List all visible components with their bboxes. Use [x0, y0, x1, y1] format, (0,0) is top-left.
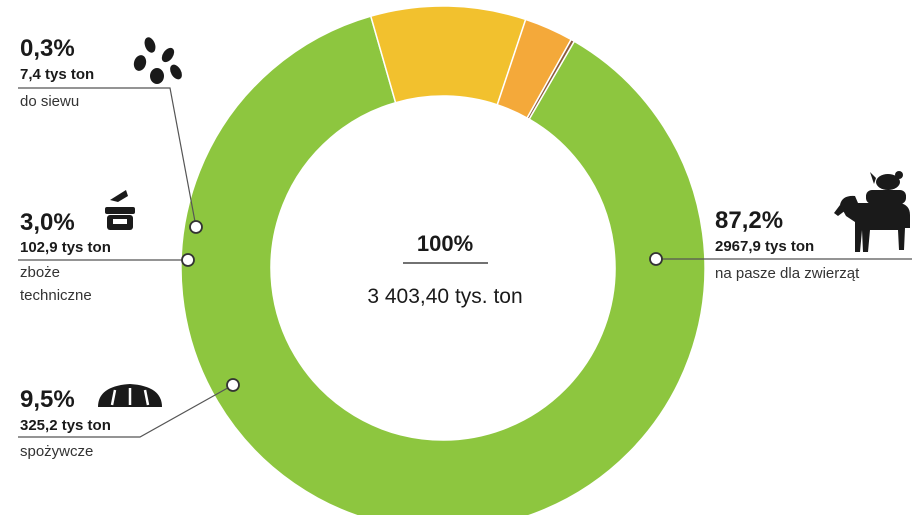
- marker-feed: [649, 252, 663, 266]
- label-seeds-percent: 0,3%: [20, 35, 75, 62]
- pot-icon: [105, 190, 135, 230]
- label-seeds-category: do siewu: [20, 93, 79, 110]
- label-seeds-amount: 7,4 tys ton: [20, 66, 94, 83]
- label-feed-category: na pasze dla zwierząt: [715, 265, 860, 282]
- farm-animals-icon: [834, 171, 910, 252]
- label-feed-amount: 2967,9 tys ton: [715, 238, 814, 255]
- marker-food: [226, 378, 240, 392]
- center-total: 3 403,40 tys. ton: [367, 285, 522, 308]
- slice-feed: [180, 15, 706, 515]
- seeds-icon: [133, 37, 182, 84]
- slice-seeds: [526, 38, 576, 121]
- bread-icon: [98, 384, 162, 407]
- label-technical-category-line2: techniczne: [20, 287, 92, 304]
- label-technical-amount: 102,9 tys ton: [20, 239, 111, 256]
- marker-seeds: [189, 220, 203, 234]
- label-food-amount: 325,2 tys ton: [20, 417, 111, 434]
- label-technical-category-line1: zboże: [20, 264, 60, 281]
- center-percent: 100%: [417, 231, 473, 256]
- leader-line-food: [18, 384, 234, 438]
- leader-line-seeds: [18, 87, 197, 228]
- marker-technical: [181, 253, 195, 267]
- label-feed-percent: 87,2%: [715, 207, 783, 234]
- label-technical-percent: 3,0%: [20, 209, 75, 236]
- label-food-category: spożywcze: [20, 443, 93, 460]
- label-food-percent: 9,5%: [20, 386, 75, 413]
